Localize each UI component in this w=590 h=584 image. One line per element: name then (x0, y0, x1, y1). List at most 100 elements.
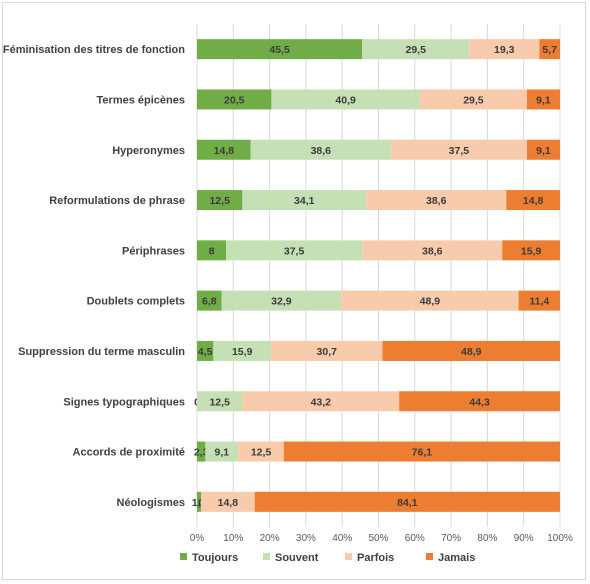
data-label: 8 (209, 245, 215, 257)
bar-segment-parfois (271, 340, 383, 361)
data-label: 2,3 (194, 447, 209, 459)
x-tick-label: 0% (190, 533, 205, 544)
legend-swatch-toujours (180, 553, 187, 560)
x-tick-label: 90% (514, 533, 534, 544)
bar-segment-souvent (271, 89, 420, 110)
x-tick-label: 50% (368, 533, 388, 544)
x-tick-label: 80% (477, 533, 497, 544)
data-label: 30,7 (317, 346, 338, 358)
bar-segment-jamais (254, 491, 561, 512)
bar-segment-parfois (366, 190, 507, 211)
data-label: 29,5 (405, 44, 426, 56)
data-label: 4,5 (198, 346, 213, 358)
data-label: 11,4 (529, 296, 549, 308)
data-label: 6,8 (202, 296, 217, 308)
data-label: 48,9 (461, 346, 482, 358)
category-label: Féminisation des titres de fonction (3, 44, 185, 56)
data-label: 34,1 (294, 195, 315, 207)
category-label: Hyperonymes (112, 145, 185, 157)
bar-segment-jamais (502, 240, 560, 261)
bar-segment-toujours (197, 491, 201, 512)
bar-segment-jamais (526, 89, 560, 110)
bar-segment-jamais (283, 441, 560, 462)
legend-swatch-jamais (426, 553, 433, 560)
category-label: Signes typographiques (63, 396, 185, 408)
category-label: Doublets complets (87, 296, 185, 308)
x-tick-label: 10% (223, 533, 243, 544)
data-label: 40,9 (335, 94, 356, 106)
bar-segment-toujours (197, 240, 227, 261)
legend: Toujours Souvent Parfois Jamais (180, 552, 475, 564)
data-label: 37,5 (449, 145, 470, 157)
bar-segment-parfois (341, 290, 519, 311)
category-label: Termes épicènes (97, 94, 185, 106)
data-label: 12,5 (209, 396, 230, 408)
data-label: 48,9 (420, 296, 441, 308)
category-label: Périphrases (122, 245, 185, 257)
category-label: Accords de proximité (73, 447, 185, 459)
category-labels: Féminisation des titres de fonction Terme… (3, 44, 185, 509)
bar-segment-toujours (197, 290, 222, 311)
data-label: 14,8 (214, 145, 235, 157)
data-label: 32,9 (271, 296, 292, 308)
bar-segment-parfois (419, 89, 527, 110)
data-label: 45,5 (269, 44, 290, 56)
data-label: 5,7 (542, 44, 557, 56)
bar-segment-souvent (250, 139, 391, 160)
bar-segment-parfois (390, 139, 527, 160)
category-label: Néologismes (117, 497, 185, 509)
category-label: Suppression du terme masculin (18, 346, 185, 358)
bar-segment-toujours (197, 139, 251, 160)
legend-label-souvent: Souvent (275, 552, 319, 564)
bar-segment-jamais (518, 290, 560, 311)
bar-segment-parfois (242, 391, 400, 412)
bar-segment-toujours (197, 39, 363, 60)
bar-segment-toujours (197, 441, 206, 462)
bar-segment-souvent (205, 441, 239, 462)
bar-segment-parfois (362, 240, 503, 261)
bar-segment-jamais (526, 139, 560, 160)
bar-segment-toujours (197, 190, 243, 211)
data-label: 38,6 (422, 245, 443, 257)
legend-swatch-souvent (263, 553, 270, 560)
bar-segment-souvent (221, 290, 342, 311)
x-tick-label: 40% (332, 533, 352, 544)
category-label: Reformulations de phrase (49, 195, 185, 207)
data-label: 37,5 (284, 245, 305, 257)
legend-label-jamais: Jamais (438, 552, 475, 564)
x-tick-label: 60% (405, 533, 425, 544)
data-label: 9,1 (536, 94, 551, 106)
x-tick-label: 70% (441, 533, 461, 544)
x-tick-label: 20% (260, 533, 280, 544)
data-label: 12,5 (209, 195, 230, 207)
data-label: 20,5 (224, 94, 245, 106)
data-label: 38,6 (426, 195, 447, 207)
legend-label-parfois: Parfois (357, 552, 394, 564)
bar-segment-souvent (197, 391, 243, 412)
data-label: 19,3 (494, 44, 515, 56)
data-label: 38,6 (311, 145, 332, 157)
bar-segment-parfois (238, 441, 284, 462)
x-tick-label: 30% (296, 533, 316, 544)
data-label: 15,9 (232, 346, 253, 358)
bar-segment-souvent (226, 240, 363, 261)
data-label: 14,8 (523, 195, 544, 207)
data-label: 84,1 (397, 497, 418, 509)
data-label: 14,8 (218, 497, 239, 509)
bar-segment-parfois (469, 39, 540, 60)
data-label: 29,5 (463, 94, 484, 106)
legend-swatch-parfois (345, 553, 352, 560)
bar-segment-toujours (197, 340, 214, 361)
bar-segment-parfois (200, 491, 255, 512)
data-label: 15,9 (521, 245, 542, 257)
bar-segment-jamais (399, 391, 560, 412)
data-label: 9,1 (215, 447, 230, 459)
bars: 45,5 29,5 19,3 5,7 20,5 40,9 29,5 9,1 14,8 38,6 37… (192, 39, 561, 512)
x-tick-label: 100% (547, 533, 573, 544)
bar-segment-souvent (213, 340, 272, 361)
x-axis-ticks: 0% 10% 20% 30% 40% 50% 60% 70% 80% 90% 100% (190, 533, 573, 544)
bar-segment-souvent (242, 190, 367, 211)
data-label: 43,2 (311, 396, 332, 408)
data-label: 44,3 (469, 396, 490, 408)
